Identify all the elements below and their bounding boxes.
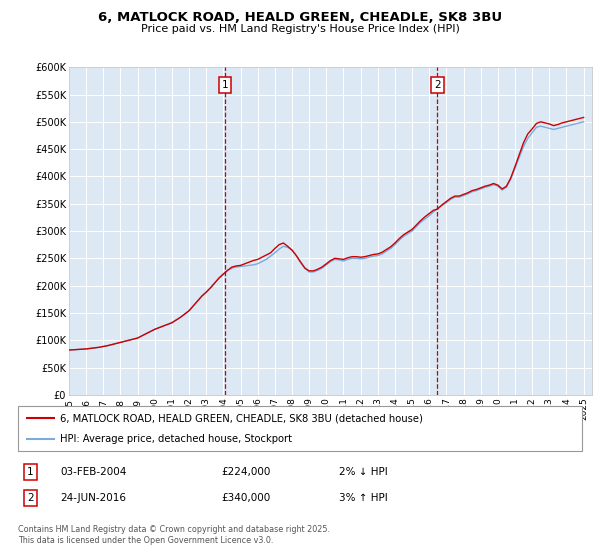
Text: 6, MATLOCK ROAD, HEALD GREEN, CHEADLE, SK8 3BU (detached house): 6, MATLOCK ROAD, HEALD GREEN, CHEADLE, S… — [60, 413, 423, 423]
Text: 2: 2 — [434, 80, 441, 90]
Text: 24-JUN-2016: 24-JUN-2016 — [60, 493, 127, 503]
Text: 1: 1 — [221, 80, 228, 90]
Text: Contains HM Land Registry data © Crown copyright and database right 2025.
This d: Contains HM Land Registry data © Crown c… — [18, 525, 330, 545]
Text: 03-FEB-2004: 03-FEB-2004 — [60, 466, 127, 477]
Text: 3% ↑ HPI: 3% ↑ HPI — [340, 493, 388, 503]
Text: Price paid vs. HM Land Registry's House Price Index (HPI): Price paid vs. HM Land Registry's House … — [140, 24, 460, 34]
Text: 6, MATLOCK ROAD, HEALD GREEN, CHEADLE, SK8 3BU: 6, MATLOCK ROAD, HEALD GREEN, CHEADLE, S… — [98, 11, 502, 24]
Text: 1: 1 — [27, 466, 34, 477]
Text: £340,000: £340,000 — [221, 493, 270, 503]
Text: 2: 2 — [27, 493, 34, 503]
Text: £224,000: £224,000 — [221, 466, 271, 477]
Text: 2% ↓ HPI: 2% ↓ HPI — [340, 466, 388, 477]
Text: HPI: Average price, detached house, Stockport: HPI: Average price, detached house, Stoc… — [60, 433, 292, 444]
